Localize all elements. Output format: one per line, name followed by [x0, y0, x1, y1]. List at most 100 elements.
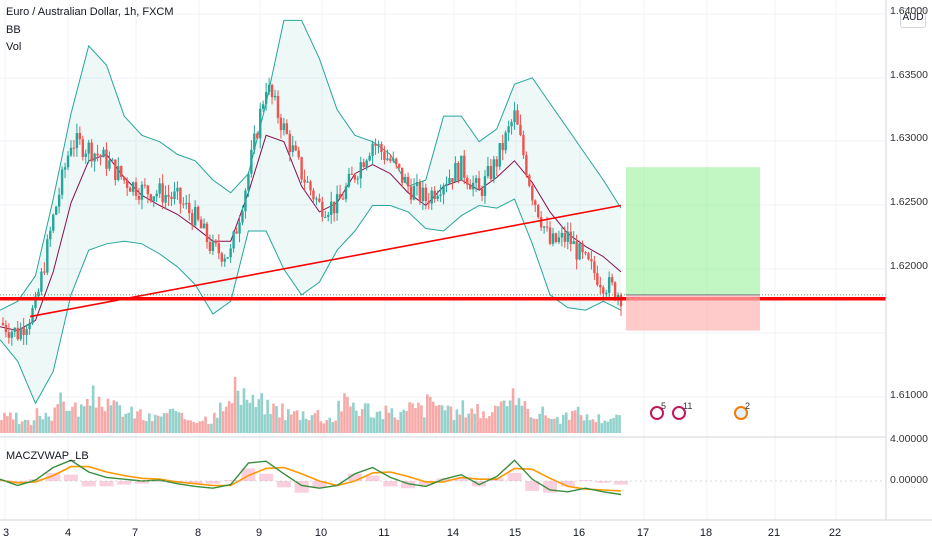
candle-body — [238, 222, 241, 234]
volume-bar — [476, 403, 479, 433]
event-count: 11 — [683, 401, 693, 411]
candle-body — [321, 201, 324, 217]
candle-body — [454, 162, 457, 183]
candle-body — [57, 194, 61, 207]
volume-bar — [301, 411, 305, 433]
osc-histogram-bar — [152, 481, 167, 482]
volume-bar — [544, 415, 547, 433]
event-icon[interactable] — [650, 406, 664, 420]
candle-body — [489, 166, 493, 179]
volume-bar — [461, 400, 465, 433]
volume-bar — [567, 419, 571, 433]
time-tick: 17 — [636, 527, 650, 539]
candle-body — [510, 122, 513, 127]
volume-bar — [399, 411, 402, 433]
volume-bar — [467, 413, 471, 433]
candle-body — [90, 142, 93, 162]
volume-bar — [0, 420, 3, 433]
osc-histogram-bar — [560, 481, 575, 487]
currency-button[interactable]: AUD — [900, 8, 926, 28]
time-tick: 18 — [699, 527, 713, 539]
volume-bar — [26, 420, 30, 433]
event-icon[interactable] — [672, 406, 686, 420]
candle-body — [389, 158, 392, 161]
volume-bar — [257, 399, 261, 433]
candle-body — [566, 231, 569, 242]
candle-body — [146, 185, 150, 195]
volume-bar — [177, 412, 181, 433]
candle-body — [176, 187, 179, 192]
bb-upper-line — [0, 19, 622, 311]
candle-body — [273, 95, 277, 98]
volume-bar — [455, 409, 459, 433]
candle-body — [13, 327, 16, 332]
volume-bar — [482, 411, 485, 433]
volume-bar — [97, 396, 101, 433]
volume-bar — [41, 419, 45, 433]
volume-bar — [245, 399, 249, 433]
volume-bar — [473, 413, 476, 433]
candle-body — [4, 324, 8, 333]
volume-bar — [165, 413, 169, 433]
volume-bar — [115, 401, 119, 433]
volume-bar — [372, 417, 376, 433]
candle-body — [560, 232, 564, 238]
candle-body — [49, 230, 52, 240]
osc-histogram-bar — [276, 481, 291, 488]
candle-body — [572, 241, 575, 245]
volume-bar — [44, 412, 48, 433]
candle-body — [483, 176, 487, 196]
volume-bar — [260, 393, 264, 433]
candle-body — [350, 173, 354, 175]
candle-body — [279, 117, 283, 131]
candle-body — [415, 182, 419, 186]
candle-body — [220, 253, 223, 262]
macd-legend[interactable]: MACZVWAP_LB — [6, 450, 89, 462]
bb-legend[interactable]: BB — [6, 24, 21, 36]
candle-body — [196, 206, 200, 220]
volume-bar — [488, 416, 491, 433]
symbol-legend[interactable]: Euro / Australian Dollar, 1h, FXCM — [6, 6, 174, 18]
volume-bar — [514, 405, 518, 433]
volume-bar — [219, 402, 222, 433]
candle-body — [205, 223, 209, 243]
volume-bar — [263, 414, 266, 433]
price-tick: 1.64000 — [890, 5, 928, 17]
candle-body — [519, 124, 522, 136]
volume-bar — [523, 401, 527, 433]
vol-legend[interactable]: Vol — [6, 41, 22, 53]
volume-bar — [3, 412, 6, 433]
candle-body — [400, 167, 404, 183]
volume-bar — [479, 418, 482, 433]
osc-histogram-bar — [507, 472, 522, 481]
volume-bar — [192, 421, 195, 433]
price-badge-countdown: 26:25 — [894, 304, 924, 316]
candle-body — [191, 213, 194, 226]
price-badge-low: 1.61339 — [889, 373, 929, 385]
candle-body — [170, 196, 173, 199]
candle-body — [534, 200, 537, 205]
candle-body — [250, 149, 253, 174]
volume-bar — [485, 418, 488, 433]
candle-body — [143, 184, 147, 186]
candle-body — [288, 133, 291, 153]
volume-bar — [396, 419, 400, 433]
event-icon[interactable] — [734, 406, 748, 420]
stop-zone — [626, 294, 760, 331]
volume-bar — [251, 394, 255, 433]
price-tick: 1.63000 — [890, 132, 928, 144]
volume-bar — [47, 416, 51, 433]
volume-bar — [29, 425, 33, 433]
volume-bar — [331, 422, 334, 433]
candle-body — [409, 186, 413, 200]
osc-histogram-bar — [347, 473, 362, 481]
candle-body — [309, 181, 312, 191]
candle-body — [244, 190, 247, 212]
candle-body — [261, 104, 265, 109]
volume-bar — [236, 390, 240, 433]
volume-bar — [53, 407, 57, 433]
candle-body — [445, 183, 448, 186]
candle-body — [131, 182, 135, 192]
volume-bar — [319, 421, 323, 433]
